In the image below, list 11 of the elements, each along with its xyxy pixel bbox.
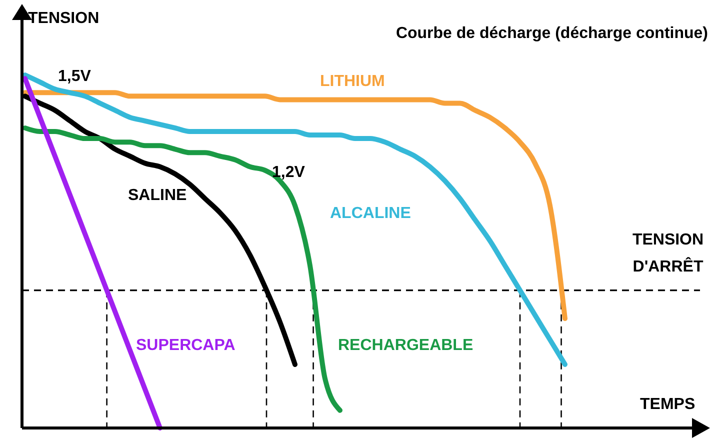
- y-axis-title: TENSION: [28, 10, 100, 27]
- annotation: 1,5V: [58, 68, 92, 85]
- annotation: 1,2V: [272, 164, 306, 181]
- text: ALCALINE: [330, 205, 412, 222]
- series-label: LITHIUM: [320, 73, 385, 90]
- ref-line-label: TENSION D'ARRÊT: [632, 231, 704, 276]
- series-label: SALINE: [128, 187, 187, 204]
- x-axis-title: TEMPS: [640, 396, 696, 413]
- series-label: SUPERCAPA: [136, 337, 236, 354]
- chart-title: Courbe de décharge (décharge continue): [396, 25, 708, 42]
- series-label: RECHARGEABLE: [338, 337, 474, 354]
